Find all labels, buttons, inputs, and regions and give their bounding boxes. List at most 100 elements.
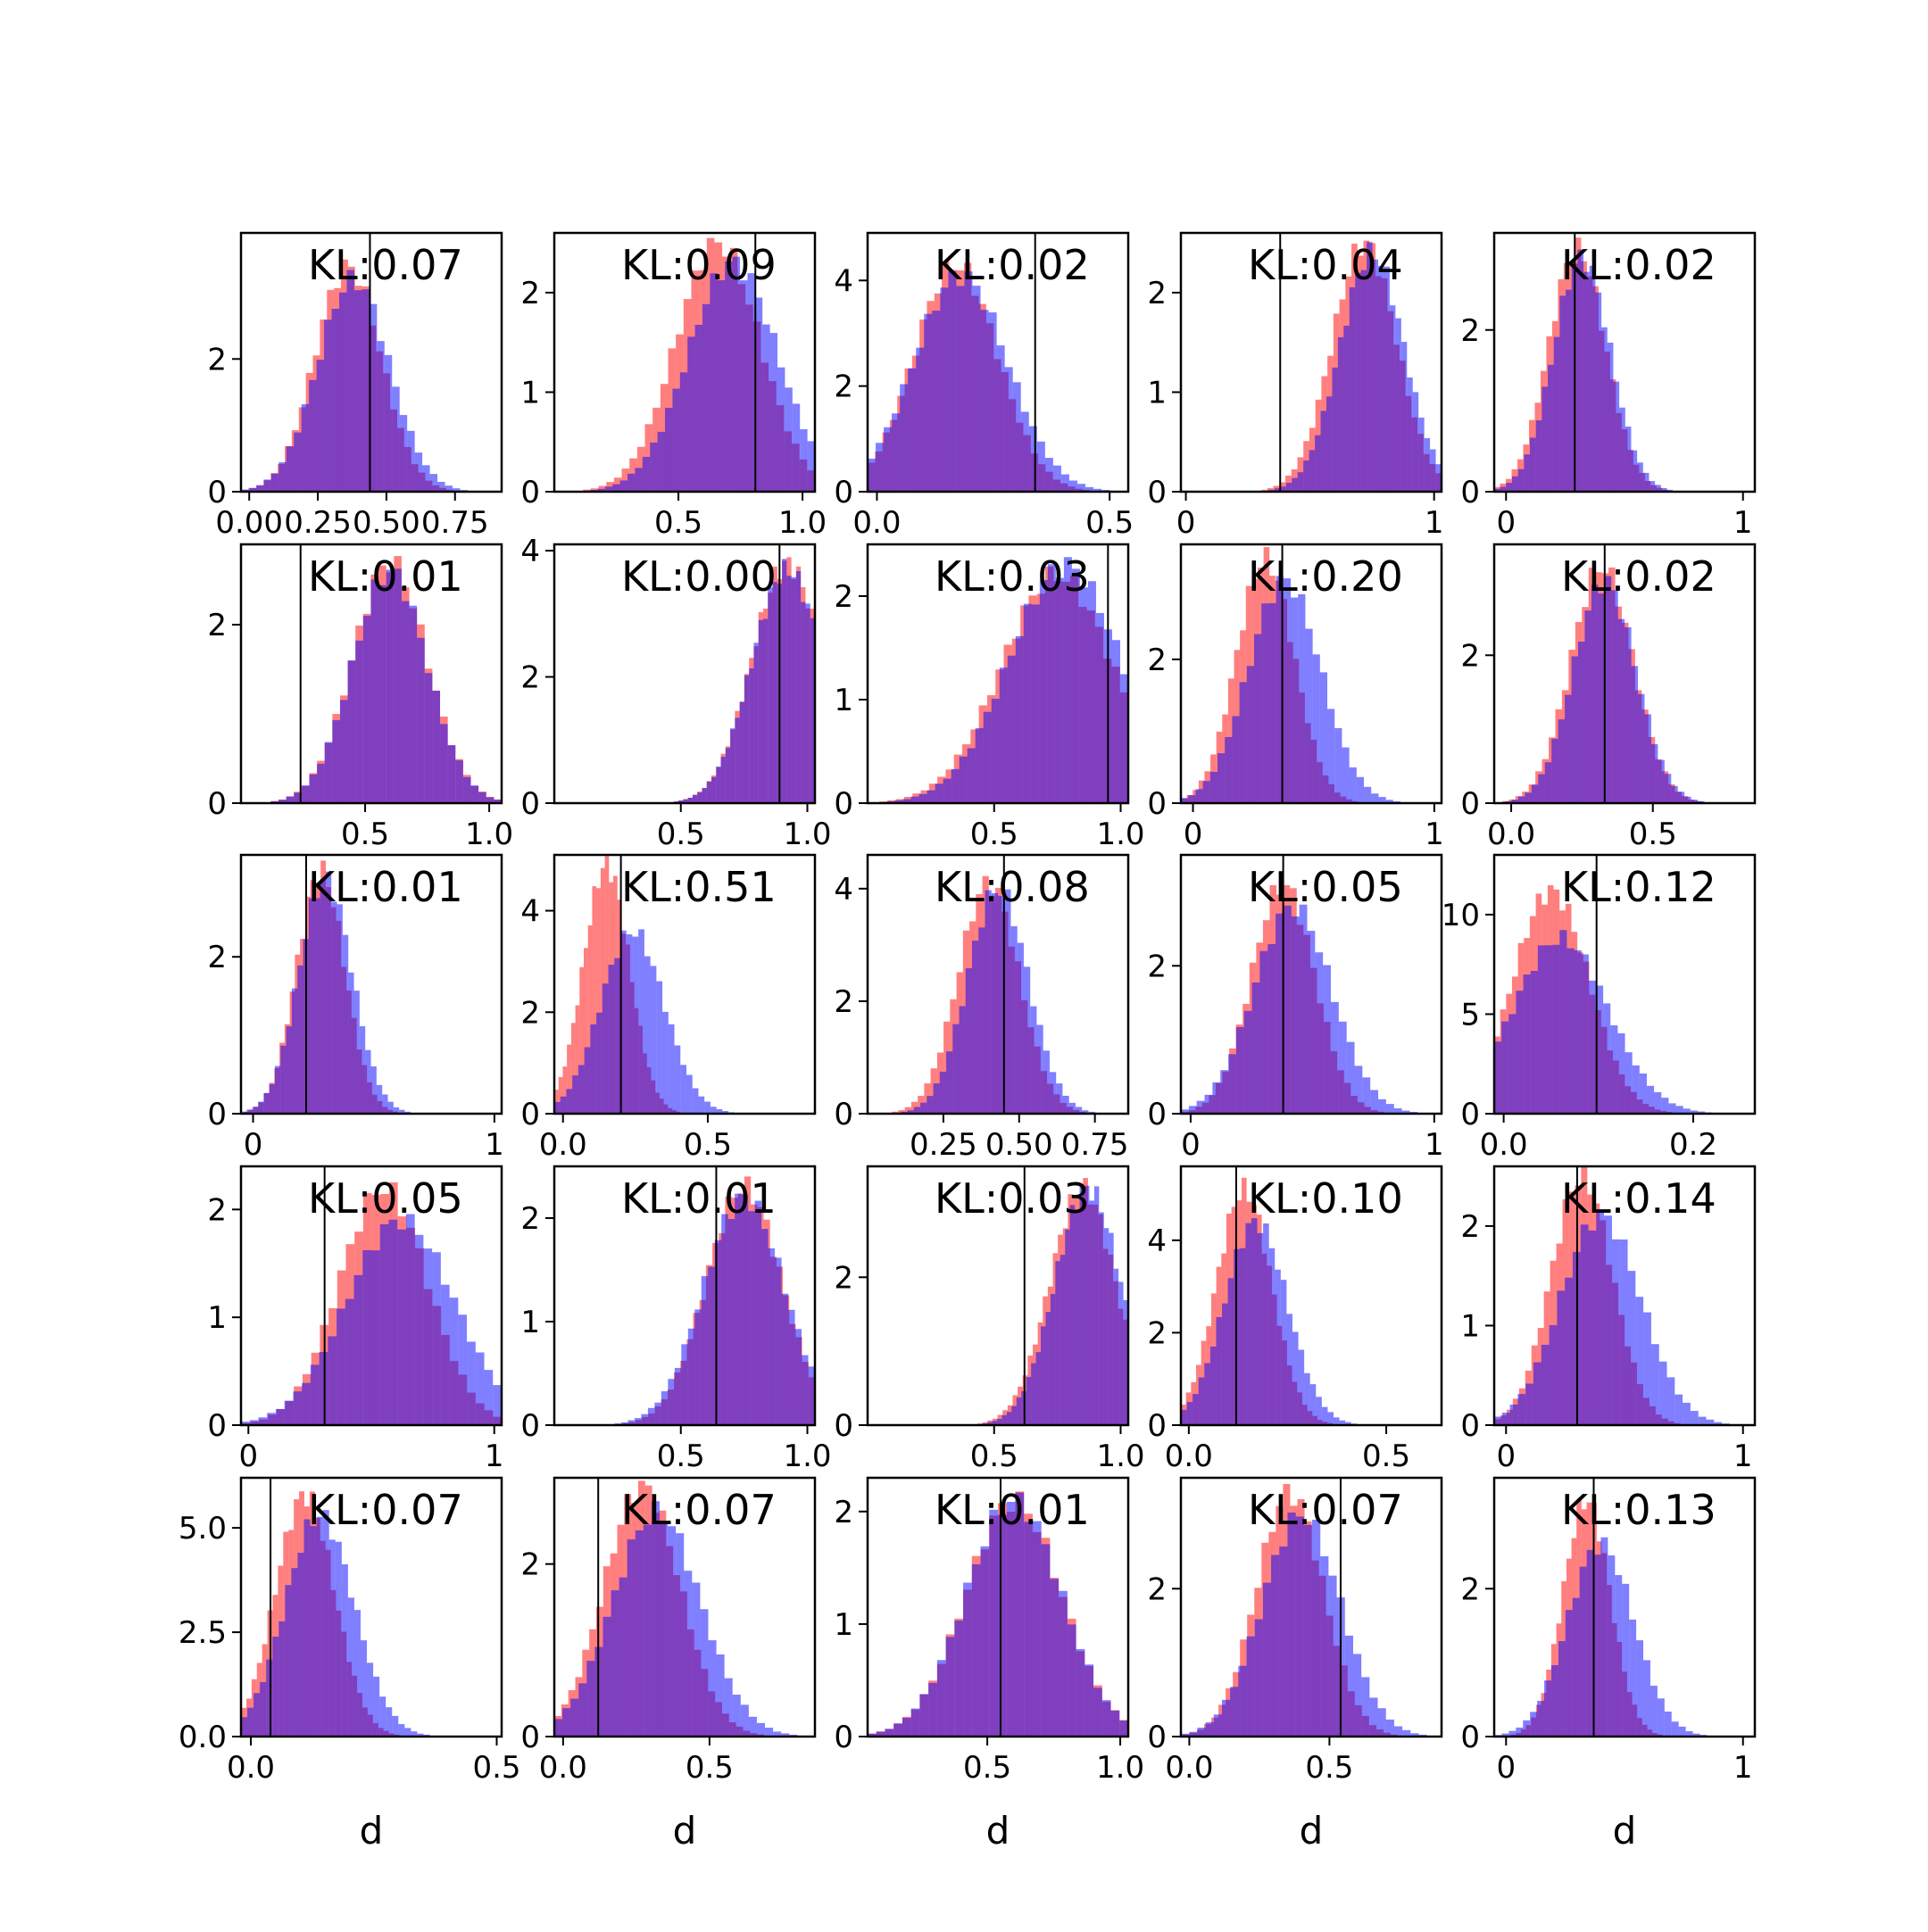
histogram-bar-blue-r2c2 <box>706 782 711 803</box>
histogram-bar-blue-r4c4 <box>1339 1420 1346 1425</box>
histogram-bar-blue-r4c3 <box>997 1419 1002 1425</box>
histogram-bar-blue-r5c4 <box>1410 1733 1419 1737</box>
y-tick-label-r4c4: 4 <box>1147 1223 1167 1259</box>
histogram-bar-blue-r2c1 <box>370 579 379 803</box>
histogram-bar-blue-r2c4 <box>1291 597 1299 803</box>
x-tick-label-r5c5: 0 <box>1496 1750 1516 1786</box>
histogram-bar-blue-r4c2 <box>620 1422 628 1425</box>
histogram-bar-blue-r1c1 <box>263 479 271 492</box>
histogram-bar-blue-r2c4 <box>1261 603 1269 803</box>
histogram-bar-blue-r3c5 <box>1516 991 1524 1114</box>
histogram-bar-blue-r5c5 <box>1685 1730 1693 1737</box>
histogram-bar-blue-r2c3 <box>1015 635 1024 803</box>
x-tick-label-r3c3: 0.50 <box>985 1127 1053 1163</box>
histogram-bar-blue-r3c4 <box>1323 965 1331 1114</box>
histogram-bar-blue-r3c3 <box>907 1110 914 1114</box>
histogram-bar-blue-r2c1 <box>455 760 463 803</box>
histogram-bar-blue-r5c3 <box>1032 1521 1042 1737</box>
histogram-bar-blue-r3c3 <box>1036 1024 1043 1114</box>
histogram-bar-blue-r4c5 <box>1658 1361 1667 1425</box>
histogram-bar-blue-r5c3 <box>1067 1624 1076 1737</box>
histogram-bar-blue-r1c5 <box>1589 265 1596 492</box>
x-tick-label-r2c5: 0.5 <box>1629 817 1677 852</box>
histogram-bar-blue-r3c3 <box>978 927 985 1114</box>
histogram-bar-blue-r4c2 <box>674 1367 682 1425</box>
axes-frame-r2c1 <box>239 543 503 805</box>
histogram-bar-blue-r4c2 <box>768 1248 776 1425</box>
histogram-bar-blue-r4c2 <box>714 1240 722 1425</box>
histogram-bar-blue-r1c2 <box>635 468 643 492</box>
kl-annotation-r3c3: KL:0.08 <box>935 863 1090 911</box>
histogram-bar-blue-r3c3 <box>1062 1095 1069 1114</box>
histogram-bar-blue-r2c2 <box>786 576 792 803</box>
histogram-bar-blue-r2c3 <box>902 799 911 803</box>
histogram-bar-blue-r1c2 <box>627 473 636 492</box>
y-tick-label-r3c3: 2 <box>834 984 853 1020</box>
histogram-bar-blue-r4c5 <box>1588 1230 1597 1425</box>
histogram-bar-blue-r5c1 <box>360 1640 368 1737</box>
histogram-bar-blue-r4c1 <box>388 1219 398 1425</box>
histogram-bar-blue-r5c5 <box>1558 1641 1566 1737</box>
histogram-bar-blue-r3c3 <box>991 892 998 1114</box>
histogram-bar-blue-r1c3 <box>1012 382 1021 492</box>
y-tick-label-r1c2: 2 <box>520 276 540 311</box>
x-tick-label-r3c2: 0.5 <box>684 1127 732 1163</box>
histogram-bar-blue-r1c4 <box>1360 269 1367 492</box>
y-tick-label-r4c1: 0 <box>207 1408 227 1444</box>
histogram-bar-blue-r2c5 <box>1671 785 1678 803</box>
histogram-bar-blue-r1c3 <box>940 287 949 492</box>
histogram-bar-blue-r2c2 <box>720 757 726 803</box>
histogram-bar-blue-r4c3 <box>1045 1312 1051 1425</box>
histogram-bar-blue-r5c1 <box>260 1681 267 1737</box>
histogram-bar-blue-r4c2 <box>761 1229 769 1425</box>
x-tick-label-r3c2: 0.0 <box>539 1127 587 1163</box>
histogram-bar-blue-r2c1 <box>278 800 287 803</box>
histogram-bar-blue-r2c3 <box>1039 580 1048 803</box>
histogram-bar-blue-r2c5 <box>1658 759 1665 803</box>
y-tick-label-r2c2: 4 <box>520 534 540 569</box>
histogram-bar-blue-r2c3 <box>918 793 927 803</box>
histogram-bar-blue-r2c4 <box>1232 716 1240 803</box>
y-tick-label-r4c4: 0 <box>1147 1408 1167 1444</box>
histogram-bar-blue-r3c5 <box>1683 1108 1691 1114</box>
histogram-bar-blue-r4c3 <box>987 1422 993 1425</box>
histogram-bar-blue-r4c5 <box>1533 1362 1542 1425</box>
histogram-bar-blue-r1c1 <box>362 289 370 492</box>
y-tick-label-r1c5: 2 <box>1460 313 1480 349</box>
x-tick-label-r2c3: 0.5 <box>970 817 1018 852</box>
histogram-bar-blue-r1c1 <box>353 290 362 492</box>
histogram-bar-blue-r3c5 <box>1494 1041 1502 1114</box>
y-tick-label-r1c4: 2 <box>1147 276 1167 311</box>
histogram-bar-blue-r2c2 <box>725 748 731 803</box>
histogram-bar-blue-r1c5 <box>1637 462 1643 492</box>
histogram-bar-blue-r2c2 <box>739 701 744 803</box>
histogram-bar-blue-r5c3 <box>1024 1522 1033 1737</box>
histogram-bar-blue-r2c1 <box>301 785 310 803</box>
histogram-bar-blue-r4c5 <box>1509 1404 1518 1425</box>
histogram-bar-blue-r3c3 <box>1082 1110 1089 1114</box>
kl-annotation-r2c1: KL:0.01 <box>308 552 463 601</box>
histogram-bar-blue-r1c4 <box>1372 259 1379 492</box>
histogram-bar-blue-r3c4 <box>1196 1100 1205 1114</box>
histogram-bar-blue-r3c1 <box>314 898 320 1114</box>
histogram-bar-blue-r4c4 <box>1239 1248 1246 1425</box>
histogram-bar-blue-r2c5 <box>1511 800 1518 803</box>
axes-frame-r5c2 <box>553 1476 817 1738</box>
histogram-bar-blue-r1c1 <box>316 360 325 492</box>
histogram-bar-blue-r2c5 <box>1577 642 1585 803</box>
histogram-bar-blue-r5c3 <box>1041 1544 1051 1737</box>
histogram-bar-blue-r3c2 <box>638 929 644 1114</box>
histogram-bar-blue-r2c5 <box>1611 590 1618 803</box>
axes-frame-r1c4 <box>1179 231 1443 493</box>
histogram-bar-blue-r1c2 <box>717 280 726 492</box>
kl-annotation-r3c4: KL:0.05 <box>1248 863 1403 911</box>
histogram-bar-blue-r4c3 <box>992 1421 998 1425</box>
histogram-bar-blue-r1c1 <box>377 341 385 492</box>
x-tick-label-r3c4: 0 <box>1181 1127 1201 1163</box>
histogram-bar-blue-r1c3 <box>1060 474 1069 492</box>
histogram-bar-blue-r1c4 <box>1349 286 1356 492</box>
histogram-bar-blue-r5c3 <box>1015 1492 1025 1737</box>
histogram-bar-blue-r3c5 <box>1639 1073 1647 1114</box>
histogram-bar-blue-r1c1 <box>278 462 287 492</box>
